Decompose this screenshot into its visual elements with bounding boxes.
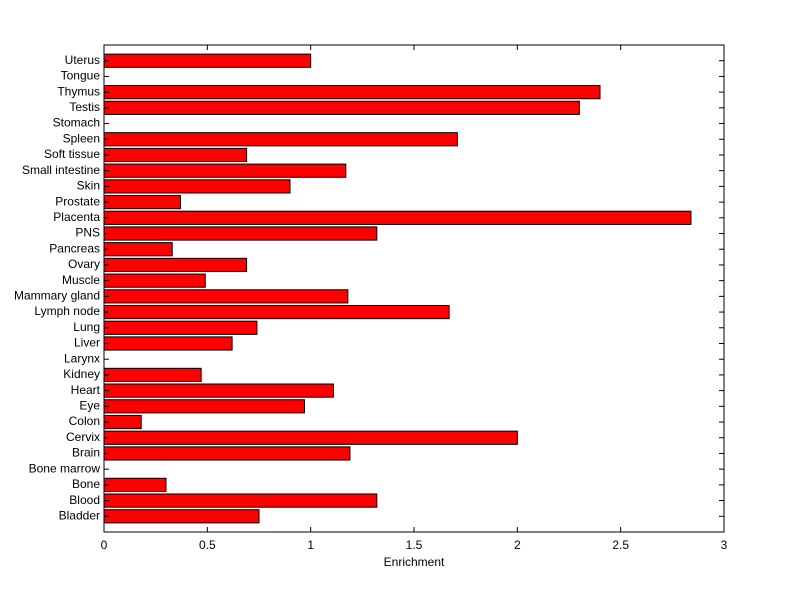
- y-tick-label: Bone marrow: [29, 461, 101, 475]
- bar: [103, 242, 173, 257]
- bar: [103, 179, 291, 194]
- y-tick-label: Lymph node: [34, 304, 100, 318]
- y-tick-label: Eye: [79, 398, 100, 412]
- y-tick-label: Colon: [69, 414, 100, 428]
- bar: [103, 210, 692, 225]
- bar: [103, 430, 518, 445]
- bar: [103, 367, 202, 383]
- bar: [103, 320, 258, 335]
- bar: [103, 132, 458, 147]
- bar: [103, 100, 580, 115]
- y-tick-label: Lung: [73, 320, 100, 334]
- bar: [103, 399, 305, 414]
- y-tick-label: Soft tissue: [44, 147, 100, 161]
- bar: [103, 414, 142, 430]
- bar: [103, 304, 450, 320]
- y-tick-label: Skin: [77, 179, 100, 193]
- y-tick-label: Stomach: [53, 116, 100, 130]
- bar: [103, 509, 260, 524]
- x-tick-label: 1: [307, 538, 314, 552]
- y-tick-label: Mammary gland: [14, 289, 100, 303]
- y-tick-label: Small intestine: [22, 163, 100, 177]
- bar: [103, 477, 167, 492]
- y-tick-label: Cervix: [66, 430, 100, 444]
- x-tick-label: 2: [514, 538, 521, 552]
- bar: [103, 194, 181, 210]
- x-tick-label: 0.5: [199, 538, 216, 552]
- y-tick-label: Placenta: [53, 210, 100, 224]
- x-tick-label: 0: [101, 538, 108, 552]
- y-tick-label: Pancreas: [49, 241, 100, 255]
- y-tick-label: Kidney: [63, 367, 100, 381]
- y-tick-label: Tongue: [61, 69, 101, 83]
- y-tick-label: Prostate: [55, 194, 100, 208]
- y-tick-label: Heart: [71, 383, 101, 397]
- plot-frame: [103, 44, 725, 533]
- bar: [103, 493, 378, 508]
- bar: [103, 147, 248, 163]
- bar: [103, 257, 248, 273]
- y-tick-label: PNS: [75, 226, 100, 240]
- bar: [103, 383, 334, 398]
- y-tick-label: Spleen: [63, 131, 100, 145]
- y-tick-label: Muscle: [62, 273, 100, 287]
- bar: [103, 163, 347, 178]
- y-tick-label: Bladder: [59, 508, 100, 522]
- y-tick-label: Larynx: [64, 351, 100, 365]
- x-axis-label: Enrichment: [384, 555, 445, 569]
- y-tick-label: Bone: [72, 477, 100, 491]
- y-tick-label: Ovary: [68, 257, 100, 271]
- bar: [103, 53, 312, 68]
- bar: [103, 85, 601, 100]
- x-tick-label: 1.5: [406, 538, 423, 552]
- y-tick-label: Uterus: [65, 53, 100, 67]
- y-tick-label: Blood: [69, 493, 100, 507]
- bar: [103, 446, 351, 461]
- bar: [103, 336, 233, 351]
- y-tick-label: Thymus: [57, 84, 100, 98]
- y-tick-label: Liver: [74, 336, 100, 350]
- y-tick-label: Testis: [69, 100, 100, 114]
- bar: [103, 273, 206, 288]
- y-tick-label: Brain: [72, 446, 100, 460]
- bar: [103, 226, 378, 241]
- x-tick-label: 2.5: [612, 538, 629, 552]
- bar: [103, 289, 349, 304]
- x-tick-label: 3: [721, 538, 728, 552]
